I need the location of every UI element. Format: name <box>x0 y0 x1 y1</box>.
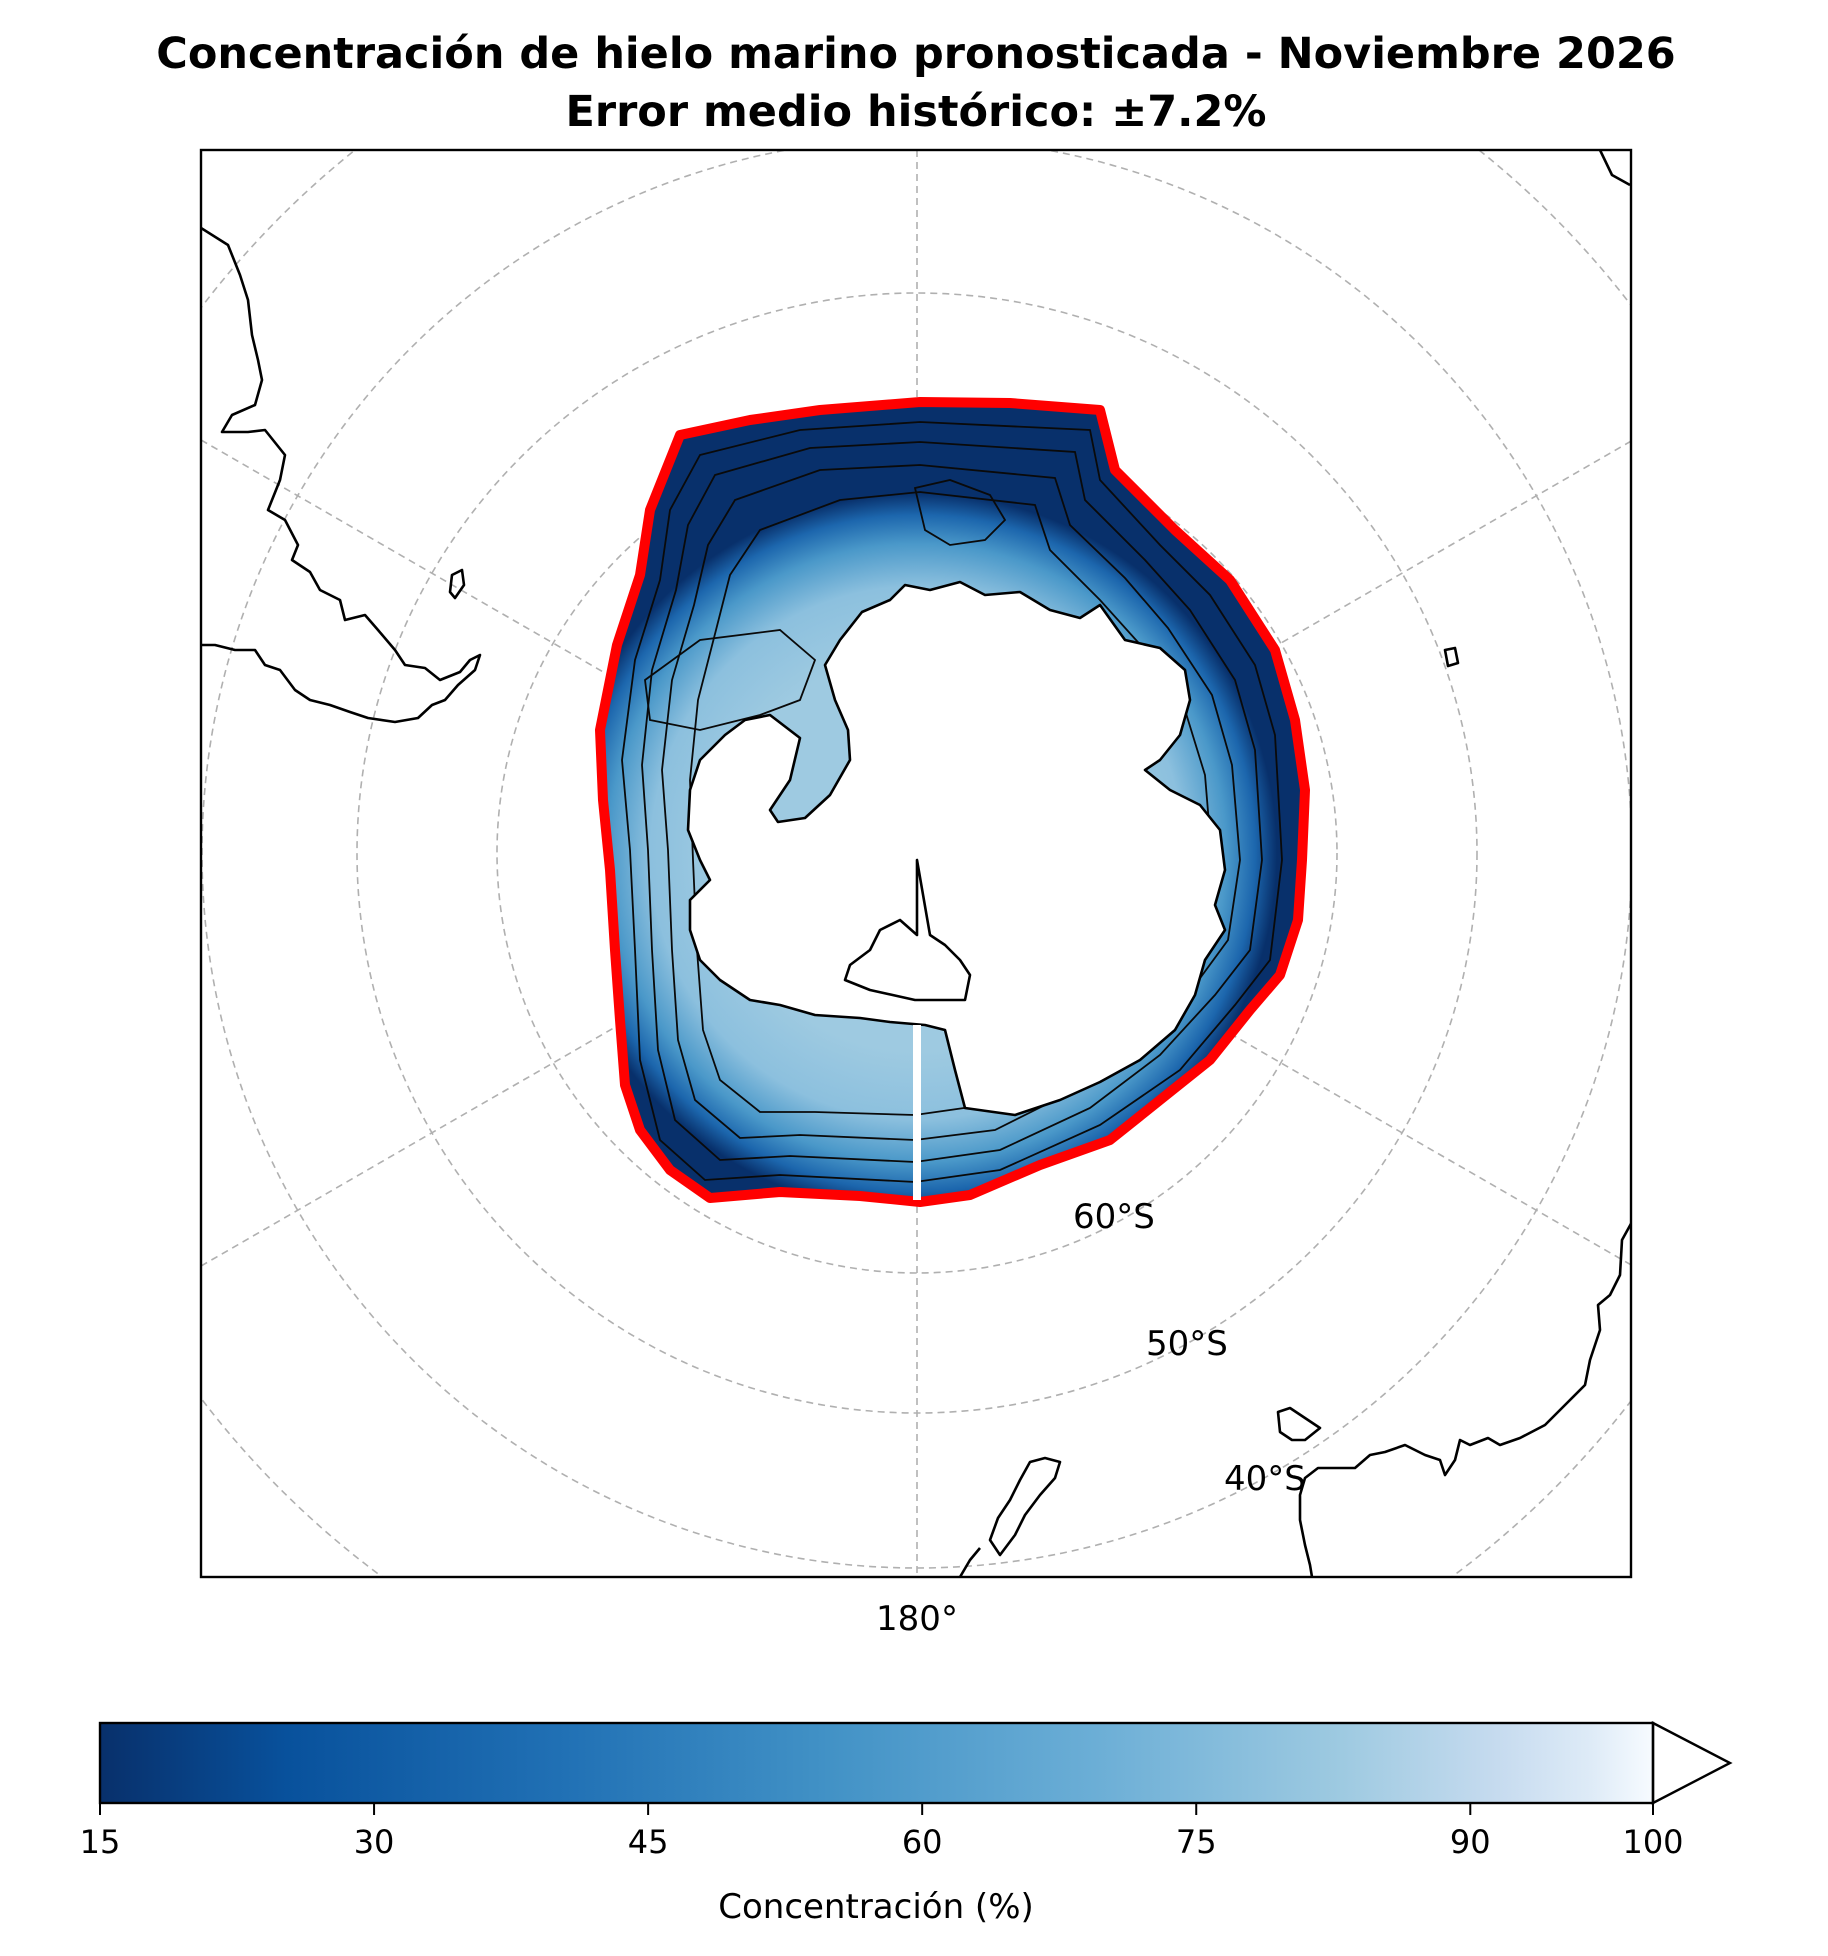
colorbar-frame <box>98 1721 1655 1805</box>
latitude-label-50s: 50°S <box>1146 1324 1228 1364</box>
contour-line-2 <box>641 441 1263 1163</box>
contour-line-ross <box>644 629 817 731</box>
colorbar-tick-label: 100 <box>1622 1823 1683 1861</box>
colorbar-label: Concentración (%) <box>718 1887 1034 1927</box>
colorbar-tick-label: 60 <box>902 1823 943 1861</box>
ice-edge-line <box>595 397 1310 1207</box>
south-america-coastline <box>201 226 482 724</box>
map-title-line-2: Error medio histórico: ±7.2% <box>566 87 1267 137</box>
new-zealand-south <box>958 1547 981 1577</box>
map-title-line-1: Concentración de hielo marino pronostica… <box>156 29 1675 79</box>
colorbar-tick-label: 90 <box>1450 1823 1491 1861</box>
contour-line-weddell <box>913 479 1007 546</box>
antarctica-landmass <box>686 580 1227 1117</box>
parallel-60s <box>496 432 1338 1274</box>
new-zealand-north <box>988 1456 1062 1557</box>
colorbar-extend-arrow <box>1651 1721 1733 1805</box>
tasmania-island <box>1276 1406 1322 1442</box>
map-frame <box>199 148 1633 1579</box>
longitude-label-180: 180° <box>876 1599 958 1639</box>
australia-coastline <box>1298 1220 1631 1577</box>
falkland-islands <box>448 568 466 600</box>
colorbar-ticks: 15 30 45 60 75 90 100 <box>80 1803 1684 1861</box>
colorbar-tick-label: 15 <box>80 1823 121 1861</box>
colorbar: 15 30 45 60 75 90 100 Concentración (%) <box>80 1721 1733 1927</box>
latitude-label-60s: 60°S <box>1073 1197 1155 1237</box>
peninsula-shape <box>843 858 972 1002</box>
map-panel <box>199 148 1633 1579</box>
contour-line-1 <box>621 421 1283 1183</box>
colorbar-tick-label: 75 <box>1176 1823 1217 1861</box>
colorbar-gradient <box>100 1723 1653 1803</box>
africa-coastline <box>1598 150 1631 187</box>
kerguelen-island <box>1443 646 1460 668</box>
latitude-label-40s: 40°S <box>1224 1459 1306 1499</box>
colorbar-tick-label: 45 <box>628 1823 669 1861</box>
colorbar-tick-label: 30 <box>354 1823 395 1861</box>
